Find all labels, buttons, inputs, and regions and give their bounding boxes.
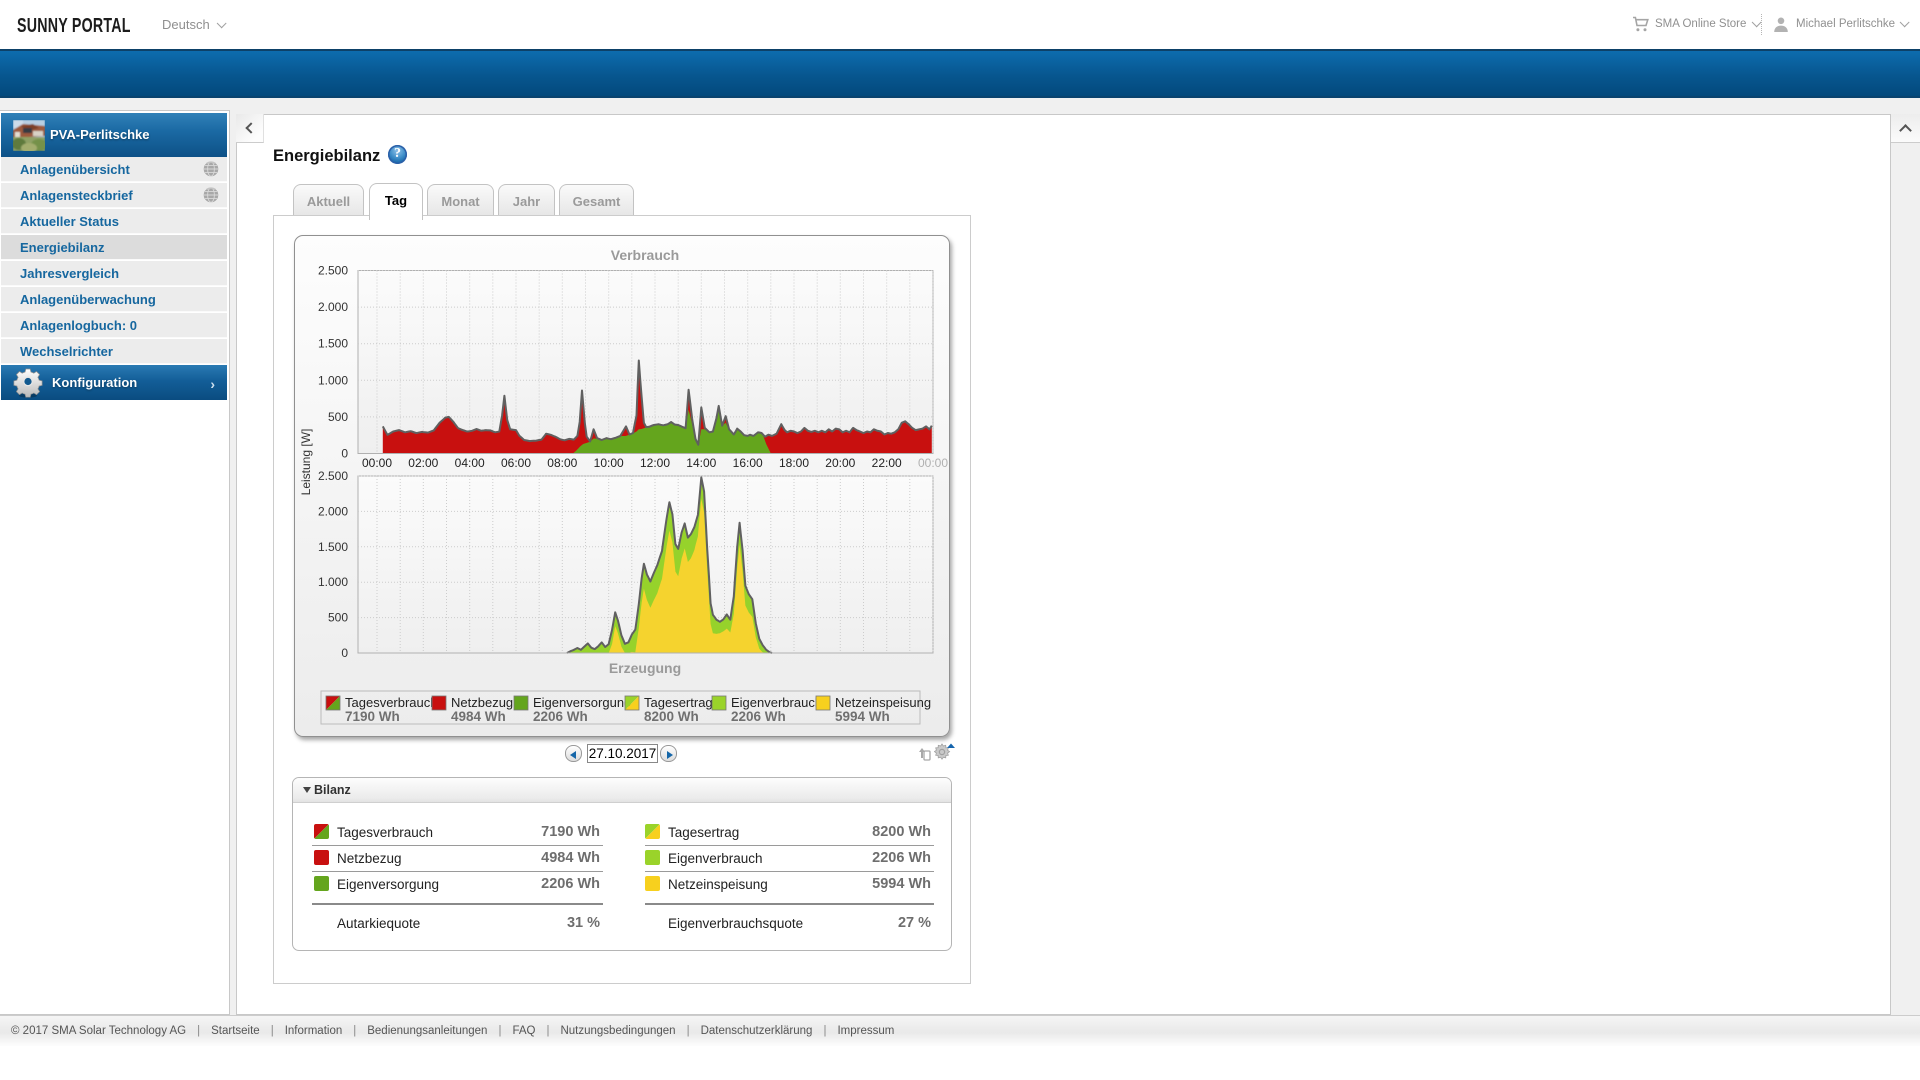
svg-text:Eigenverbrauch: Eigenverbrauch (731, 695, 822, 710)
svg-text:0: 0 (341, 646, 348, 660)
svg-text:1.000: 1.000 (318, 373, 348, 387)
svg-text:04:00: 04:00 (455, 456, 485, 470)
svg-text:20:00: 20:00 (825, 456, 855, 470)
svg-text:0: 0 (341, 447, 348, 461)
svg-text:Tagesertrag: Tagesertrag (644, 695, 713, 710)
svg-text:00:00: 00:00 (362, 456, 392, 470)
svg-text:14:00: 14:00 (686, 456, 716, 470)
svg-text:Tagesverbrauch: Tagesverbrauch (345, 695, 438, 710)
svg-text:06:00: 06:00 (501, 456, 531, 470)
svg-text:00:00: 00:00 (918, 456, 948, 470)
svg-text:12:00: 12:00 (640, 456, 670, 470)
svg-text:2.500: 2.500 (318, 264, 348, 278)
svg-text:5994 Wh: 5994 Wh (835, 709, 890, 724)
svg-text:1.500: 1.500 (318, 337, 348, 351)
svg-text:7190 Wh: 7190 Wh (345, 709, 400, 724)
svg-text:Verbrauch: Verbrauch (611, 247, 679, 263)
svg-text:4984 Wh: 4984 Wh (451, 709, 506, 724)
svg-text:2.000: 2.000 (318, 300, 348, 314)
svg-text:Erzeugung: Erzeugung (609, 660, 681, 676)
svg-text:8200 Wh: 8200 Wh (644, 709, 699, 724)
svg-text:2206 Wh: 2206 Wh (533, 709, 588, 724)
svg-text:22:00: 22:00 (872, 456, 902, 470)
svg-text:Netzeinspeisung: Netzeinspeisung (835, 695, 931, 710)
svg-text:10:00: 10:00 (594, 456, 624, 470)
svg-text:Eigenversorgung: Eigenversorgung (533, 695, 631, 710)
svg-text:08:00: 08:00 (547, 456, 577, 470)
svg-text:16:00: 16:00 (733, 456, 763, 470)
svg-text:02:00: 02:00 (408, 456, 438, 470)
svg-text:500: 500 (328, 410, 348, 424)
svg-text:2206 Wh: 2206 Wh (731, 709, 786, 724)
svg-text:1.000: 1.000 (318, 575, 348, 589)
svg-text:Netzbezug: Netzbezug (451, 695, 513, 710)
svg-text:2.000: 2.000 (318, 504, 348, 518)
svg-text:2.500: 2.500 (318, 469, 348, 483)
svg-text:1.500: 1.500 (318, 540, 348, 554)
svg-text:18:00: 18:00 (779, 456, 809, 470)
svg-text:Leistung [W]: Leistung [W] (299, 429, 313, 496)
svg-text:500: 500 (328, 611, 348, 625)
